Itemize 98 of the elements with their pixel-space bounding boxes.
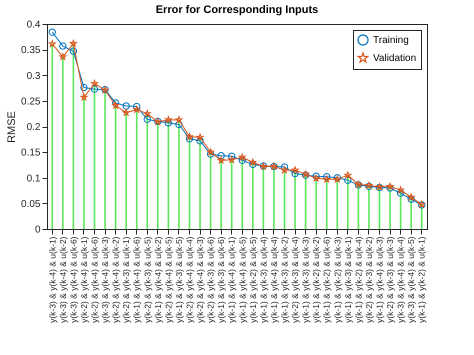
point xyxy=(175,116,182,123)
y-tick-label: 0.25 xyxy=(21,96,41,108)
point xyxy=(249,160,256,168)
x-tick-label: y(k-1) & y(k-2) & u(k-1) xyxy=(416,236,427,323)
point xyxy=(70,48,78,55)
x-tick-label: y(k-2) & y(k-3) & u(k-4) xyxy=(290,236,300,323)
x-tick-label: y(k-1) & y(k-2) & u(k-5) xyxy=(248,236,258,323)
x-tick-label: y(k-1) & y(k-2) & u(k-2) xyxy=(311,236,322,323)
y-tick-label: 0.35 xyxy=(21,45,41,56)
x-tick-label: y(k-3) & y(k-4) & u(k-4) xyxy=(396,236,406,323)
point xyxy=(323,176,330,182)
x-tick-label: y(k-1) & y(k-4) & u(k-2) xyxy=(152,236,163,323)
x-tick-label: y(k-2) & y(k-3) & u(k-6) xyxy=(206,236,216,323)
point xyxy=(207,148,214,156)
point xyxy=(164,119,172,127)
x-tick-label: y(k-2) & y(k-4) & u(k-6) xyxy=(90,236,100,323)
point xyxy=(144,116,151,123)
point xyxy=(397,186,404,194)
x-tick-label: y(k-1) & y(k-3) & u(k-1) xyxy=(342,236,353,323)
point xyxy=(196,137,204,145)
point xyxy=(386,184,394,192)
point xyxy=(133,106,140,113)
point xyxy=(344,176,352,184)
point xyxy=(408,196,415,203)
x-tick-label: y(k-2) & y(k-3) & u(k-3) xyxy=(385,236,396,323)
y-tick-label: 0.1 xyxy=(26,173,41,184)
x-tick-label: y(k-1) & y(k-4) & u(k-1) xyxy=(226,236,237,323)
point xyxy=(48,40,56,48)
point xyxy=(228,152,236,160)
x-tick-label: y(k-3) & y(k-4) & u(k-2) xyxy=(58,236,68,323)
point xyxy=(90,80,98,87)
point xyxy=(80,84,88,92)
point xyxy=(196,134,204,140)
point xyxy=(122,109,130,116)
x-tick-label: y(k-2) & y(k-4) & u(k-4) xyxy=(184,236,194,323)
x-tick-label: y(k-2) & y(k-4) & u(k-1) xyxy=(78,236,89,323)
x-tick-label: y(k-1) & y(k-4) & u(k-5) xyxy=(237,236,248,323)
legend-label: Validation xyxy=(373,53,416,64)
point xyxy=(291,170,299,178)
point xyxy=(59,42,66,50)
point xyxy=(323,173,330,180)
point xyxy=(122,102,130,110)
x-tick-label: y(k-3) & y(k-4) & u(k-5) xyxy=(406,236,416,323)
x-tick-label: y(k-1) & y(k-3) & u(k-4) xyxy=(258,236,268,323)
x-tick-label: y(k-1) & y(k-4) & u(k-6) xyxy=(132,236,142,323)
x-tick-label: y(k-3) & y(k-4) & u(k-1) xyxy=(47,236,58,323)
y-axis-title: RMSE xyxy=(6,111,18,143)
point xyxy=(59,53,66,60)
x-tick-label: y(k-2) & y(k-4) & u(k-3) xyxy=(195,236,206,323)
point xyxy=(218,152,225,160)
point xyxy=(144,110,151,117)
point xyxy=(408,194,415,200)
x-tick-label: y(k-1) & y(k-3) & u(k-3) xyxy=(300,236,311,323)
y-tick-label: 0.4 xyxy=(26,20,41,30)
y-tick-label: 0.3 xyxy=(26,70,41,82)
y-tick-label: 0.15 xyxy=(21,148,41,159)
x-tick-label: y(k-2) & y(k-3) & u(k-1) xyxy=(121,236,132,323)
y-tick-label: 0.2 xyxy=(26,122,41,133)
point xyxy=(164,116,172,123)
point xyxy=(175,120,183,128)
point xyxy=(186,133,194,140)
point xyxy=(280,166,288,174)
x-tick-label: y(k-2) & y(k-4) & u(k-2) xyxy=(110,236,121,323)
x-tick-label: y(k-2) & y(k-3) & u(k-2) xyxy=(364,236,374,323)
point xyxy=(48,28,56,36)
chart-title: Error for Corresponding Inputs xyxy=(156,4,318,16)
point xyxy=(133,102,140,110)
point xyxy=(312,172,320,180)
point xyxy=(292,166,299,174)
point xyxy=(112,99,120,107)
x-tick-label: y(k-1) & y(k-3) & u(k-5) xyxy=(174,236,184,323)
x-tick-label: y(k-1) & y(k-3) & u(k-2) xyxy=(280,236,290,323)
point xyxy=(80,94,88,100)
point xyxy=(249,158,256,166)
x-tick-label: y(k-1) & y(k-4) & u(k-3) xyxy=(374,236,384,323)
y-tick-label: 0 xyxy=(34,224,41,236)
x-tick-label: y(k-3) & y(k-4) & u(k-6) xyxy=(68,236,78,323)
x-tick-label: y(k-1) & y(k-4) & u(k-4) xyxy=(268,236,279,323)
x-tick-label: y(k-1) & y(k-2) & u(k-6) xyxy=(322,236,332,323)
legend-label: Training xyxy=(373,35,409,46)
point xyxy=(112,102,120,109)
point xyxy=(344,172,352,178)
x-tick-label: y(k-1) & y(k-3) & u(k-6) xyxy=(216,236,226,323)
x-tick-label: y(k-3) & y(k-4) & u(k-3) xyxy=(100,236,110,323)
point xyxy=(90,85,98,93)
x-tick-label: y(k-1) & y(k-2) & u(k-3) xyxy=(332,236,342,323)
point xyxy=(238,154,246,160)
point xyxy=(206,150,214,158)
point xyxy=(228,156,236,163)
y-tick-label: 0.05 xyxy=(21,198,41,210)
point xyxy=(70,40,77,47)
x-tick-label: y(k-2) & y(k-3) & u(k-5) xyxy=(142,236,152,323)
point xyxy=(186,135,194,142)
point xyxy=(238,156,246,164)
x-tick-label: y(k-2) & y(k-4) & u(k-5) xyxy=(163,236,174,323)
x-tick-label: y(k-1) & y(k-2) & u(k-4) xyxy=(353,236,364,323)
point xyxy=(396,189,404,197)
point xyxy=(218,156,225,164)
